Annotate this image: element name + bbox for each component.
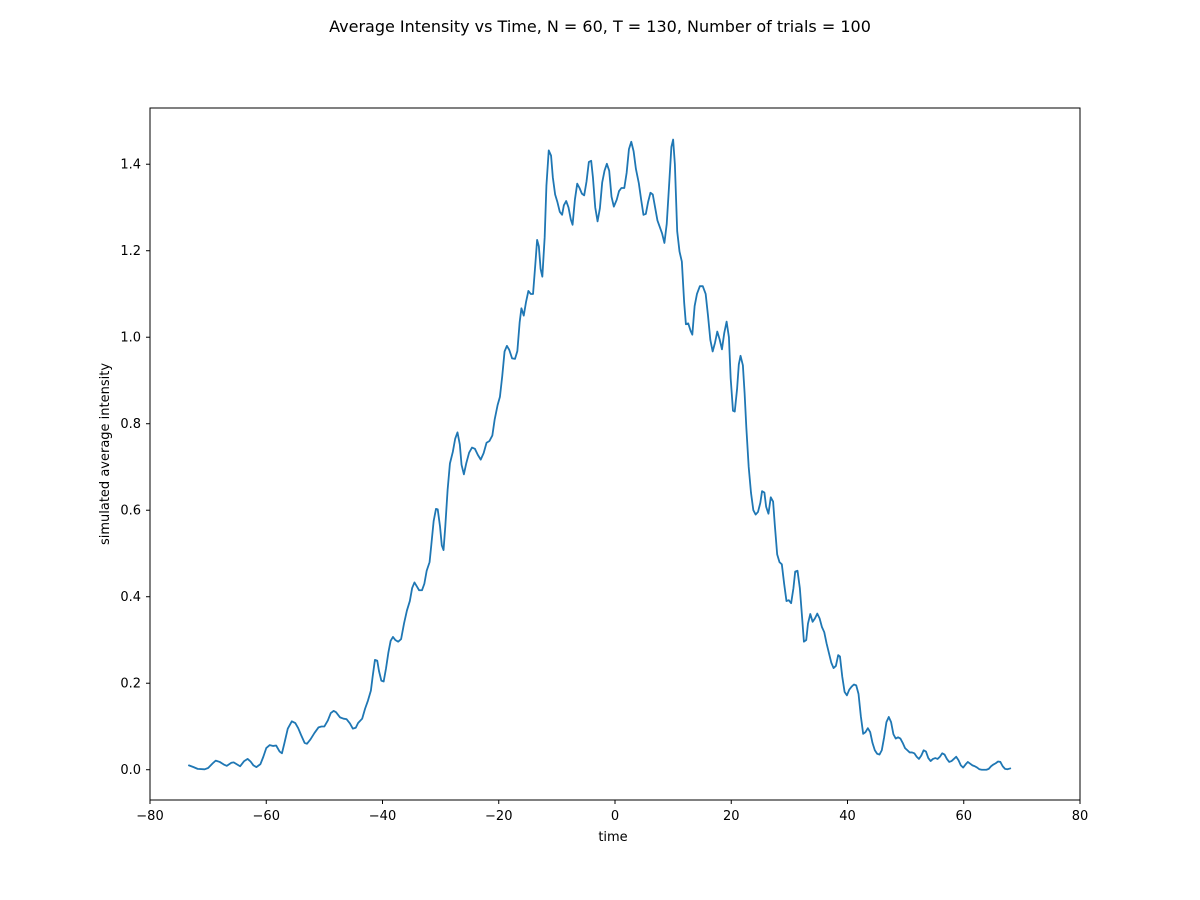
x-axis-label: time — [598, 830, 627, 845]
y-tick-label: 0.0 — [120, 763, 141, 778]
y-tick-label: 0.4 — [120, 590, 141, 605]
chart-title: Average Intensity vs Time, N = 60, T = 1… — [329, 17, 871, 36]
x-tick-label: −80 — [136, 809, 163, 824]
y-tick-label: 1.2 — [120, 244, 141, 259]
y-tick-label: 0.2 — [120, 677, 141, 692]
x-tick-label: 0 — [611, 809, 619, 824]
x-tick-label: −60 — [253, 809, 280, 824]
y-tick-label: 1.0 — [120, 331, 141, 346]
plot-area: −80 −60 −40 −20 0 20 40 60 80 0.0 0.2 0.4 0.6 0.8 1.0 1… — [120, 107, 1089, 824]
x-tick-label: 40 — [839, 809, 856, 824]
x-tick-label: 60 — [955, 809, 972, 824]
x-tick-label: −40 — [369, 809, 396, 824]
series-line-0 — [188, 138, 1012, 771]
y-tick-label: 1.4 — [120, 158, 141, 173]
x-tick-label: −20 — [485, 809, 512, 824]
x-tick-label: 80 — [1072, 809, 1089, 824]
y-tick-label: 0.8 — [120, 417, 141, 432]
y-tick-label: 0.6 — [120, 504, 141, 519]
y-axis-label: simulated average intensity — [98, 363, 113, 545]
x-tick-label: 20 — [723, 809, 740, 824]
